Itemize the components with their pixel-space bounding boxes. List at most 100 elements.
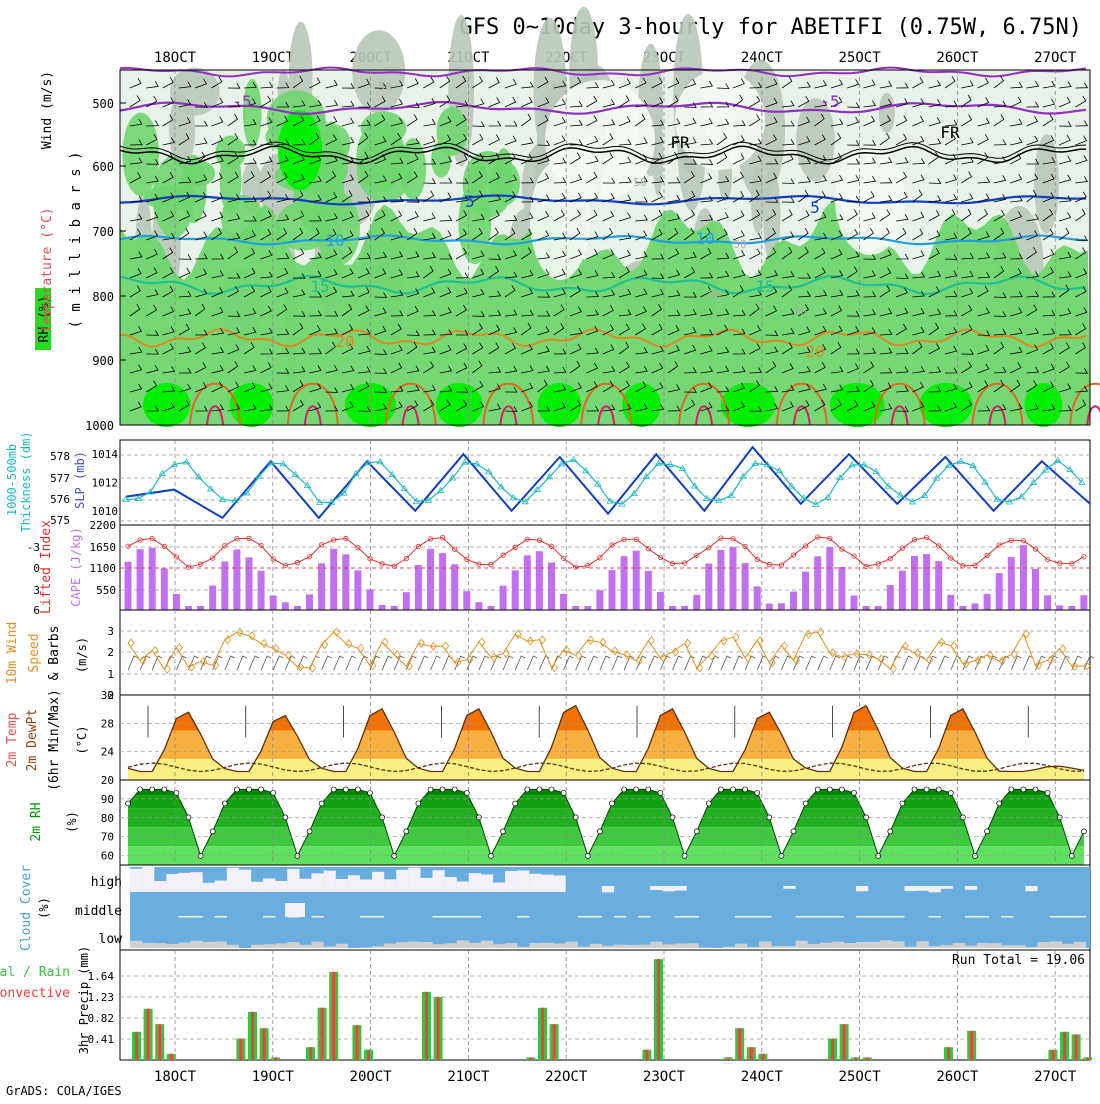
rh2m-marker <box>319 801 324 806</box>
cape-bar <box>742 563 749 610</box>
cape-bar <box>391 606 398 610</box>
precip-convective-bar <box>750 1047 753 1060</box>
high-cloud-bar <box>142 866 154 892</box>
low-cloud-bar <box>505 943 517 948</box>
mid-cloud-bar <box>1001 916 1013 918</box>
rh2m-marker <box>343 787 348 792</box>
cape-bar <box>282 602 289 610</box>
low-cloud-bar <box>336 944 348 948</box>
rh2m-marker <box>1033 787 1038 792</box>
low-cloud-bar <box>324 947 336 948</box>
low-cloud-bar <box>287 942 299 948</box>
rh-shade-bright <box>436 383 483 427</box>
rh2m-marker <box>1009 787 1014 792</box>
rh2m-marker <box>138 787 143 792</box>
cape-bar <box>609 570 616 610</box>
cape-axis-label: CAPE (J/kg) <box>69 527 83 606</box>
rh2m-marker <box>960 815 965 820</box>
wind10-unit: (m/s) <box>75 637 89 673</box>
low-cloud-bar <box>662 944 674 948</box>
temp-tick-label: 32 <box>101 689 114 702</box>
rh2m-marker <box>126 801 131 806</box>
cape-bar <box>947 595 954 610</box>
precip-convective-bar <box>947 1047 950 1060</box>
low-cloud-bar <box>154 943 166 948</box>
contour-label: 50 <box>733 238 746 251</box>
high-cloud-bar <box>445 877 457 892</box>
mid-cloud-bar <box>178 916 190 918</box>
cloud-axis-label: Cloud Cover <box>19 865 34 951</box>
low-cloud-bar <box>747 947 759 948</box>
mid-cloud-bar <box>578 916 590 918</box>
cape-bar <box>512 570 519 610</box>
mid-cloud-bar <box>868 916 880 918</box>
cape-bar <box>572 606 579 610</box>
low-cloud-bar <box>178 943 190 948</box>
mid-cloud-bar <box>759 916 771 918</box>
cape-bar <box>161 569 168 610</box>
mid-cloud-bar <box>1062 916 1074 918</box>
precip-tick-label: 1.64 <box>88 970 115 983</box>
rh2m-marker <box>634 787 639 792</box>
high-cloud-bar <box>529 874 541 892</box>
rh-shade-green <box>431 141 451 178</box>
date-label-top: 26OCT <box>936 50 979 66</box>
high-cloud-bar <box>554 875 566 892</box>
mid-cloud-bar <box>469 916 481 918</box>
low-cloud-bar <box>1062 944 1074 948</box>
precip-convective-bar <box>158 1024 161 1060</box>
low-cloud-bar <box>602 946 614 948</box>
cape-bar <box>584 606 591 610</box>
pressure-level-label: 1000 <box>85 419 114 433</box>
wind-axis-label: Wind (m/s) <box>40 71 55 149</box>
contour-label: FR <box>940 123 960 142</box>
thickness-axis-label: 1000-500mb <box>5 444 19 516</box>
contour-label: 10 <box>325 231 344 250</box>
low-cloud-bar <box>796 941 808 948</box>
cape-bar <box>1008 557 1015 610</box>
mid-cloud-bar <box>191 916 203 918</box>
high-cloud-bar <box>1025 886 1037 891</box>
low-cloud-bar <box>638 945 650 948</box>
lifted-index-axis-label: Lifted Index <box>39 520 54 614</box>
low-cloud-bar <box>723 947 735 948</box>
cape-bar <box>875 606 882 610</box>
high-cloud-bar <box>783 886 795 889</box>
temp2m-unit: (°C) <box>75 726 89 755</box>
cape-bar <box>149 548 156 610</box>
high-cloud-bar <box>336 879 348 892</box>
low-cloud-bar <box>529 943 541 948</box>
mid-cloud-bar <box>880 916 892 918</box>
low-cloud-bar <box>554 944 566 948</box>
cape-bar <box>984 594 991 610</box>
cape-bar <box>197 606 204 610</box>
cape-bar <box>681 606 688 610</box>
low-cloud-bar <box>687 943 699 948</box>
low-cloud-bar <box>820 943 832 948</box>
rh2m-marker <box>706 801 711 806</box>
low-cloud-bar <box>203 942 215 948</box>
rh2m-marker <box>283 815 288 820</box>
rh2m-marker <box>948 790 953 795</box>
precip-total-label: Total / Rain <box>0 965 70 980</box>
precip-convective-bar <box>657 959 660 1060</box>
date-label-bottom: 22OCT <box>545 1069 588 1085</box>
rh2m-marker <box>755 790 760 795</box>
mid-cloud-bar <box>735 916 747 918</box>
high-cloud-bar <box>541 875 553 892</box>
mid-cloud-bar <box>312 916 324 918</box>
high-cloud-bar <box>166 874 178 892</box>
cape-bar <box>923 554 930 610</box>
high-cloud-bar <box>263 878 275 892</box>
low-cloud-bar <box>832 942 844 948</box>
low-cloud-bar <box>445 943 457 948</box>
rh-shade-green <box>122 113 159 196</box>
low-cloud-bar <box>735 944 747 948</box>
high-cloud-bar <box>239 870 251 892</box>
rh2m-marker <box>646 787 651 792</box>
pressure-axis-label: ( m i l l i b a r s ) <box>68 151 84 328</box>
mid-cloud-bar <box>929 916 941 918</box>
